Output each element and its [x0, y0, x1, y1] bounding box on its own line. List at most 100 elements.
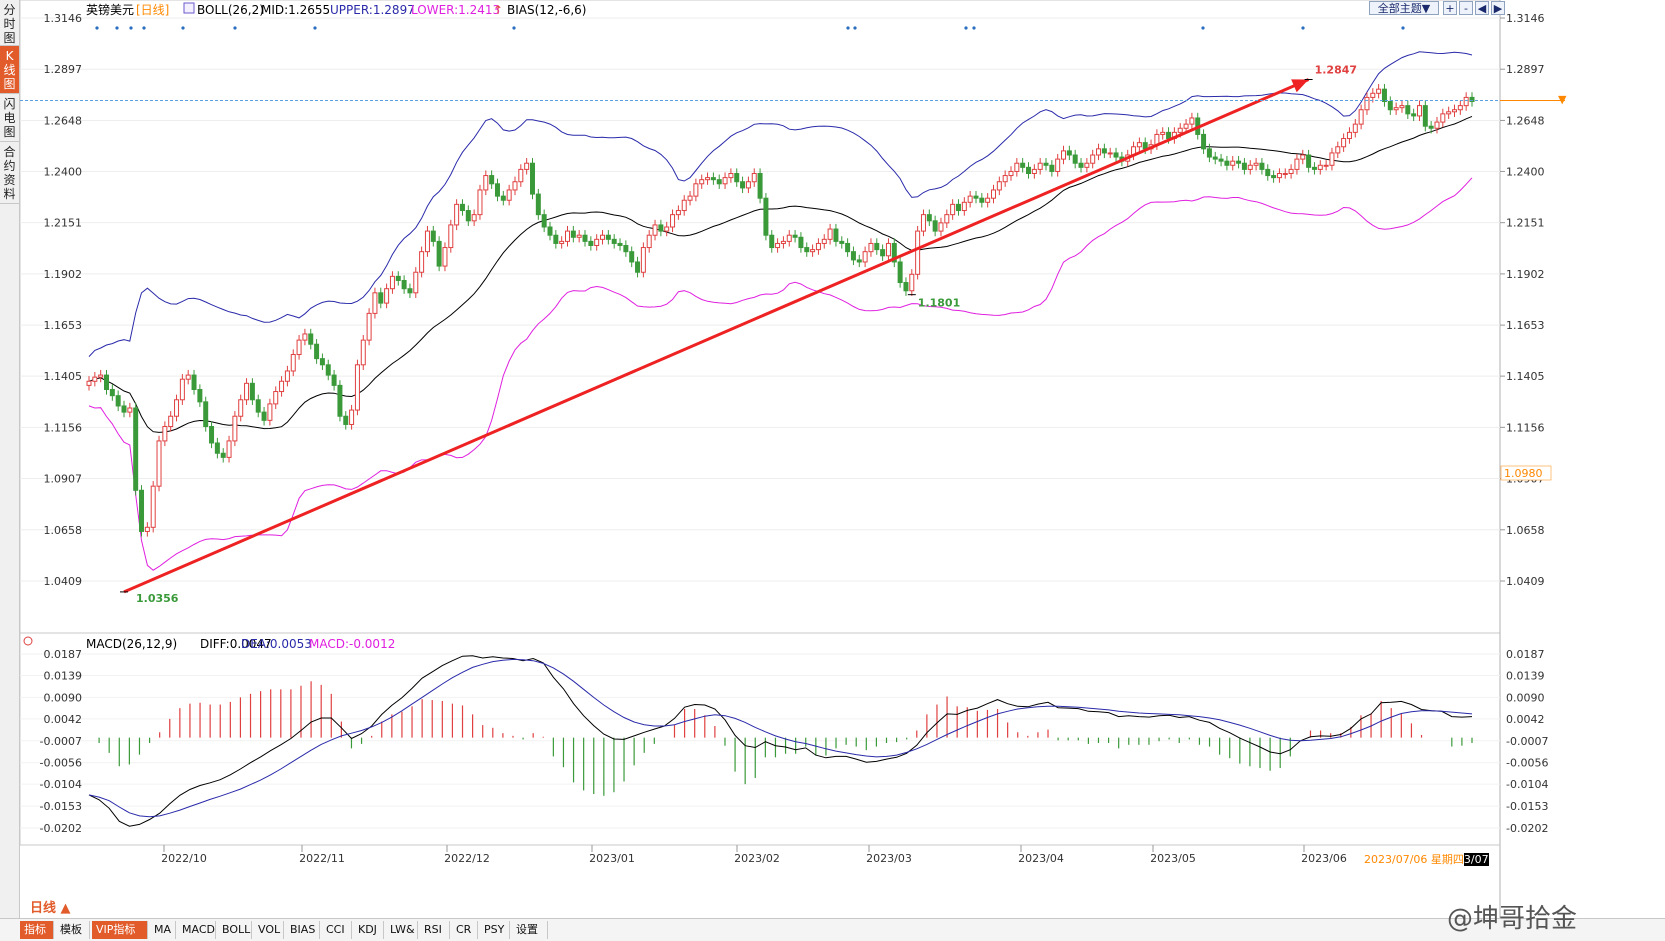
candle-body	[862, 251, 868, 263]
candle-body	[915, 230, 921, 275]
candle-body	[290, 354, 296, 372]
candle-body	[1282, 173, 1288, 176]
y-tick-right: 1.1405	[1506, 370, 1545, 383]
tab-macd[interactable]: MACD	[178, 921, 216, 939]
left-tab-bar: 分 时 图 K 线 图 闪 电 图 合 约 资 料	[0, 0, 20, 918]
candle-body	[874, 242, 880, 251]
macd-indicator	[88, 655, 1473, 827]
settings-sun-icon[interactable]	[23, 636, 33, 646]
macd-tick-right: 0.0139	[1506, 669, 1545, 682]
event-marker-dot	[129, 26, 133, 30]
bias-up-icon: ↑	[493, 3, 503, 17]
candle-body	[839, 240, 845, 244]
event-markers	[95, 26, 1405, 30]
current-price-arrow-icon: ▼	[1558, 93, 1567, 106]
candle-body	[775, 242, 781, 249]
candle-body	[162, 426, 168, 442]
candle-body	[1428, 125, 1434, 129]
candle-body	[477, 189, 483, 216]
candle-body	[314, 343, 320, 360]
candle-body	[909, 273, 915, 292]
next-icon[interactable]: ▶	[1491, 1, 1505, 15]
tab-vol[interactable]: VOL	[254, 921, 284, 939]
candle-body	[209, 426, 215, 444]
tab-kdj[interactable]: KDJ	[354, 921, 384, 939]
candle-body	[1323, 164, 1329, 167]
candle-body	[384, 288, 390, 304]
candle-body	[710, 177, 716, 181]
candle-body	[244, 382, 250, 401]
event-marker-dot	[972, 26, 976, 30]
macd-tick-right: -0.0202	[1506, 822, 1548, 835]
tab-bias[interactable]: BIAS	[286, 921, 320, 939]
candle-body	[1306, 154, 1312, 168]
boll-label: BOLL(26,2)	[197, 3, 264, 17]
candle-body	[261, 411, 267, 421]
candle-body	[1335, 146, 1341, 154]
candle-body	[483, 175, 489, 191]
candle-body	[156, 440, 162, 487]
candle-body	[664, 226, 670, 232]
candle-body	[1061, 150, 1067, 160]
macd-tick-left: -0.0007	[40, 735, 82, 748]
tab-ma[interactable]: MA	[150, 921, 176, 939]
candle-body	[1451, 109, 1457, 113]
current-price-box	[1500, 465, 1552, 481]
boll-mid-line	[88, 115, 1473, 433]
tab-vip-indicator[interactable]: VIP指标	[92, 921, 148, 939]
boll-icon[interactable]	[183, 2, 195, 14]
event-marker-dot	[181, 26, 185, 30]
tab-psy[interactable]: PSY	[480, 921, 510, 939]
candle-body	[524, 162, 530, 170]
period-button[interactable]: 日线 ▲	[30, 901, 71, 916]
tab-timeshare[interactable]: 分 时 图	[0, 0, 19, 46]
candle-body	[238, 399, 244, 417]
candle-body	[617, 242, 623, 247]
candle-body	[705, 177, 711, 181]
zoom-out-icon[interactable]: -	[1459, 1, 1473, 15]
symbol-title: 英镑美元	[86, 2, 134, 17]
candle-body	[1142, 142, 1148, 150]
candle-body	[985, 197, 991, 203]
theme-dropdown[interactable]: 全部主题▼	[1369, 1, 1439, 15]
candle-body	[722, 177, 728, 185]
candle-body	[681, 199, 687, 212]
tab-flash[interactable]: 闪 电 图	[0, 94, 19, 142]
candle-body	[600, 234, 606, 240]
candle-body	[582, 234, 588, 242]
zoom-in-icon[interactable]: +	[1443, 1, 1457, 15]
candle-body	[448, 224, 454, 249]
candle-body	[1020, 162, 1026, 168]
candle-body	[576, 234, 582, 238]
tab-cr[interactable]: CR	[452, 921, 478, 939]
tab-lw[interactable]: LW&	[386, 921, 418, 939]
tab-settings[interactable]: 设置	[512, 921, 548, 939]
candle-body	[296, 339, 302, 356]
candle-body	[1230, 160, 1236, 166]
tab-indicator[interactable]: 指标	[20, 921, 54, 939]
y-tick-left: 1.1405	[44, 370, 83, 383]
tab-cci[interactable]: CCI	[322, 921, 352, 939]
candle-body	[763, 197, 769, 236]
candle-body	[133, 407, 139, 491]
prev-icon[interactable]: ◀	[1475, 1, 1489, 15]
candle-body	[856, 259, 862, 263]
candle-body	[214, 442, 220, 454]
tab-contract-info[interactable]: 合 约 资 料	[0, 142, 19, 204]
candle-body	[920, 214, 926, 232]
candle-body	[506, 189, 512, 201]
candle-body	[104, 374, 110, 390]
candle-body	[255, 399, 261, 413]
x-tick-label: 2023/03	[866, 852, 912, 865]
candle-body	[868, 242, 874, 253]
tab-kline[interactable]: K 线 图	[0, 46, 19, 94]
candle-body	[529, 162, 535, 195]
macd-label: MACD(26,12,9)	[86, 637, 177, 651]
tab-template[interactable]: 模板	[56, 921, 90, 939]
chart[interactable]: 英镑美元 [日线] BOLL(26,2) MID:1.2655 UPPER:1.…	[0, 0, 1665, 918]
candle-body	[360, 339, 366, 366]
tab-boll[interactable]: BOLL	[218, 921, 252, 939]
candle-body	[1113, 152, 1119, 158]
tab-rsi[interactable]: RSI	[420, 921, 450, 939]
candle-body	[961, 201, 967, 212]
